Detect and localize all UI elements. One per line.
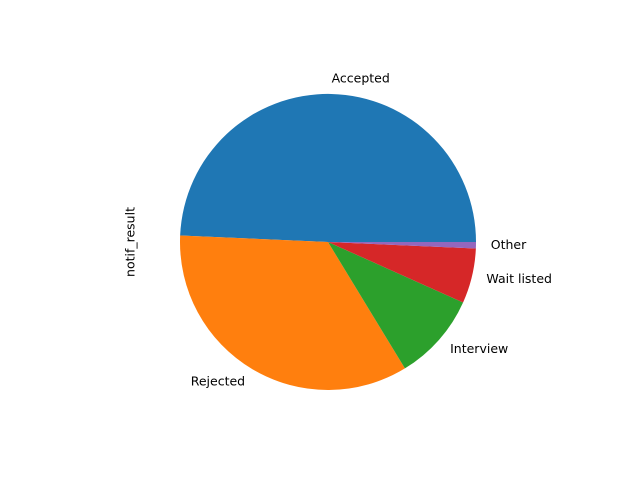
pie-label-wait-listed: Wait listed <box>486 271 552 286</box>
pie-slices <box>179 93 477 390</box>
pie-label-interview: Interview <box>450 341 508 356</box>
y-axis-label: notif_result <box>123 207 138 277</box>
pie-slice-other <box>328 242 476 249</box>
pie-slice-accepted <box>180 93 477 243</box>
pie-labels: Accepted Rejected Interview Wait listed Othe… <box>191 71 552 389</box>
pie-label-accepted: Accepted <box>332 71 390 86</box>
pie-label-other: Other <box>491 237 527 252</box>
pie-label-rejected: Rejected <box>191 374 245 389</box>
pie-slice-rejected <box>179 235 405 390</box>
pie-slice-wait-listed <box>328 242 476 303</box>
pie-slice-interview <box>328 242 464 369</box>
